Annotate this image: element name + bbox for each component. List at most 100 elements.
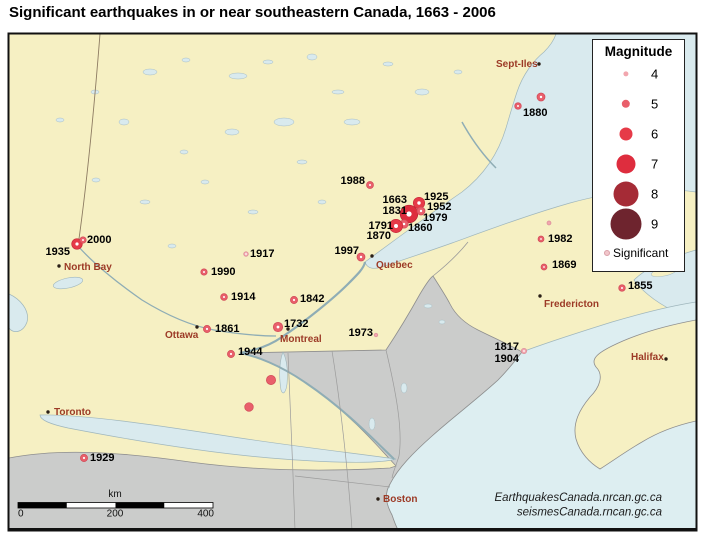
year-label: 1925 — [424, 191, 448, 203]
legend-magnitude-label: 7 — [651, 156, 659, 172]
city-dot — [537, 62, 541, 66]
city-dot — [46, 410, 50, 414]
legend-magnitude-label: 9 — [651, 216, 659, 232]
scale-tick-label: 200 — [107, 509, 124, 520]
earthquake-marker-center — [517, 105, 519, 107]
year-label: 1791 — [369, 220, 393, 232]
legend-magnitude-dot — [623, 71, 629, 77]
earthquake-marker-center — [229, 352, 233, 356]
earthquake-markers — [71, 92, 626, 462]
year-label: 1855 — [628, 280, 652, 292]
earthquake-marker — [546, 220, 552, 226]
water-lake-nipissing — [52, 276, 84, 290]
earthquake-marker-center — [523, 350, 525, 352]
small-lakes — [55, 53, 463, 431]
significant-label: Significant — [613, 246, 669, 260]
earthquake-marker-center — [245, 253, 247, 255]
year-label: 1982 — [548, 233, 572, 245]
year-label: 2000 — [87, 234, 111, 246]
city-dot — [376, 497, 380, 501]
scale-tick-label: 0 — [18, 509, 24, 520]
legend-row: 9 — [593, 208, 684, 240]
city-dot — [370, 254, 374, 258]
land-us — [9, 275, 523, 530]
legend-row: 8 — [593, 179, 684, 209]
city-label: Toronto — [54, 407, 91, 418]
attribution-line-2: seismesCanada.rncan.gc.ca — [517, 507, 662, 519]
page-title: Significant earthquakes in or near south… — [9, 4, 496, 21]
year-label: 1973 — [349, 327, 373, 339]
legend-row: 4 — [593, 59, 684, 89]
year-label: 1663 — [383, 194, 407, 206]
year-label: 1997 — [335, 245, 359, 257]
earthquake-marker-center — [82, 239, 84, 241]
earthquake-marker-center — [359, 255, 363, 259]
city-label: Montreal — [280, 334, 322, 345]
earthquake-marker-center — [368, 183, 372, 187]
city-dot — [538, 294, 542, 298]
legend-magnitude-label: 6 — [651, 126, 659, 142]
city-label: Boston — [383, 494, 417, 505]
city-dot — [664, 357, 668, 361]
city-label: Sept-Iles — [496, 59, 538, 70]
year-label: 1732 — [284, 318, 308, 330]
earthquake-marker-center — [394, 224, 398, 228]
earthquake-marker-center — [276, 325, 280, 329]
legend-magnitude-label: 5 — [651, 96, 659, 112]
year-label: 1988 — [341, 175, 365, 187]
significant-dot — [604, 250, 610, 256]
year-label: 1904 — [495, 353, 520, 365]
legend-row: 5 — [593, 89, 684, 119]
legend-row: 6 — [593, 119, 684, 149]
earthquake-marker-center — [222, 295, 226, 299]
legend-magnitude-dot — [613, 181, 639, 207]
legend-magnitude-dot — [610, 208, 642, 240]
earthquake-marker-center — [543, 266, 545, 268]
city-dot — [195, 325, 199, 329]
water-lake-champlain — [279, 351, 288, 394]
earthquake-marker-center — [82, 456, 86, 460]
year-label: 1935 — [46, 246, 70, 258]
year-label: 1979 — [423, 212, 447, 224]
earthquake-marker-center — [292, 298, 296, 302]
water-lake-ontario — [39, 414, 397, 463]
year-label: 1929 — [90, 452, 114, 464]
earthquake-marker — [266, 375, 276, 385]
city-dot — [286, 327, 290, 331]
earthquake-marker-center — [205, 327, 209, 331]
year-label: 1869 — [552, 259, 576, 271]
year-label: 1860 — [408, 222, 432, 234]
scale-tick-label: 400 — [197, 509, 214, 520]
land-nova-scotia — [574, 319, 696, 470]
legend-row: 7 — [593, 149, 684, 179]
city-label: North Bay — [64, 262, 112, 273]
scale-unit: km — [108, 489, 121, 500]
earthquake-marker-center — [203, 271, 205, 273]
year-label: 1880 — [523, 107, 547, 119]
city-label: Fredericton — [544, 299, 599, 310]
legend-magnitude-dot — [616, 154, 636, 174]
city-label: Halifax — [631, 352, 664, 363]
year-label: 1952 — [427, 201, 451, 213]
legend-magnitude-label: 8 — [651, 186, 659, 202]
water-georgian-bay — [9, 293, 28, 332]
earthquake-marker-center — [406, 211, 412, 217]
city-label: Ottawa — [165, 330, 199, 341]
year-label: 1990 — [211, 266, 235, 278]
earthquake-marker — [244, 402, 254, 412]
earthquake-marker-center — [621, 287, 623, 289]
earthquake-marker-center — [540, 238, 542, 240]
earthquake-marker — [373, 332, 379, 338]
year-label: 1914 — [231, 291, 256, 303]
legend-magnitude-dot — [619, 127, 633, 141]
city-label: Quebec — [376, 260, 413, 271]
legend-magnitude-dot — [621, 99, 631, 109]
year-label: 1831 — [383, 205, 407, 217]
legend-significant-row: Significant — [593, 241, 684, 265]
earthquake-marker-center — [539, 95, 543, 99]
year-label: 1842 — [300, 293, 324, 305]
earthquake-marker-center — [417, 201, 421, 205]
